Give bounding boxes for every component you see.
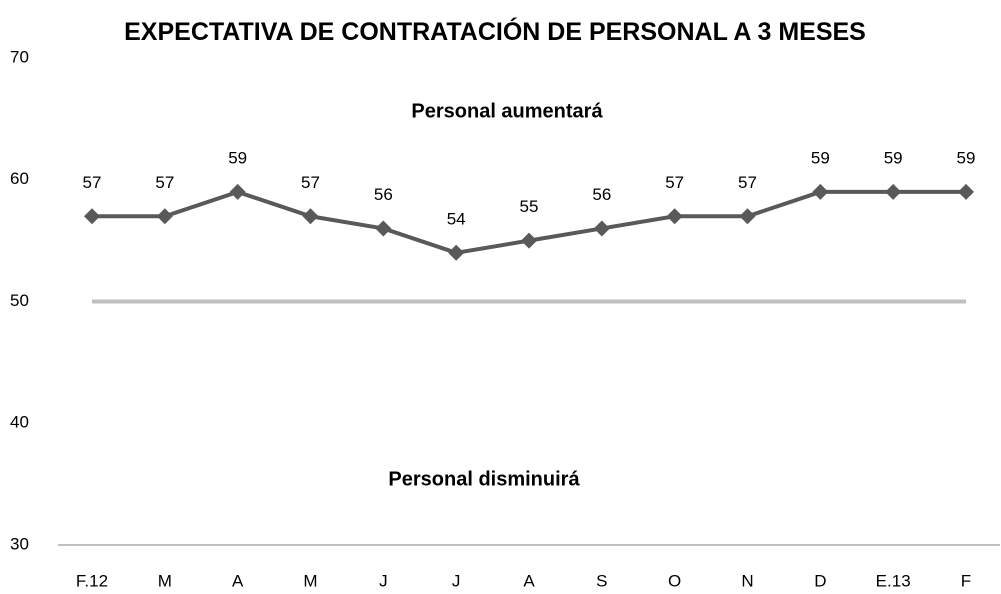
point-marker (739, 208, 756, 225)
x-tick-label: M (303, 571, 317, 590)
point-marker (666, 208, 683, 225)
y-tick-label: 30 (10, 534, 29, 553)
data-label: 59 (228, 148, 247, 167)
data-label: 56 (374, 185, 393, 204)
y-tick-label: 40 (10, 413, 29, 432)
x-tick-label: J (452, 571, 461, 590)
data-label: 59 (884, 148, 903, 167)
data-label: 57 (83, 173, 102, 192)
data-label: 59 (811, 148, 830, 167)
x-tick-label: D (814, 571, 826, 590)
data-label: 56 (592, 185, 611, 204)
point-marker (84, 208, 100, 225)
annotation: Personal disminuirá (388, 468, 580, 490)
x-tick-label: F (961, 571, 971, 590)
y-tick-label: 60 (10, 169, 29, 188)
x-tick-label: M (158, 571, 172, 590)
point-marker (812, 183, 829, 200)
y-tick-label: 50 (10, 291, 29, 310)
point-marker (229, 183, 246, 200)
data-label: 57 (301, 173, 320, 192)
x-tick-label: O (668, 571, 681, 590)
point-marker (958, 183, 974, 200)
point-marker (885, 183, 902, 200)
data-label: 59 (957, 148, 976, 167)
chart-title: EXPECTATIVA DE CONTRATACIÓN DE PERSONAL … (124, 18, 866, 46)
point-marker (156, 208, 173, 225)
x-tick-label: S (596, 571, 607, 590)
point-marker (593, 220, 610, 237)
point-marker (302, 208, 319, 225)
x-tick-label: A (523, 571, 535, 590)
data-label: 54 (447, 209, 466, 228)
data-label: 55 (520, 197, 539, 216)
data-label: 57 (738, 173, 757, 192)
x-tick-label: A (232, 571, 244, 590)
x-tick-label: N (741, 571, 753, 590)
point-marker (375, 220, 392, 237)
point-marker (521, 232, 537, 249)
y-tick-label: 70 (10, 47, 29, 66)
data-label: 57 (665, 173, 684, 192)
x-tick-label: F.12 (76, 571, 108, 590)
x-tick-label: E.13 (876, 571, 911, 590)
point-marker (448, 244, 465, 261)
x-tick-label: J (379, 571, 388, 590)
annotation: Personal aumentará (411, 100, 603, 122)
data-label: 57 (155, 173, 174, 192)
